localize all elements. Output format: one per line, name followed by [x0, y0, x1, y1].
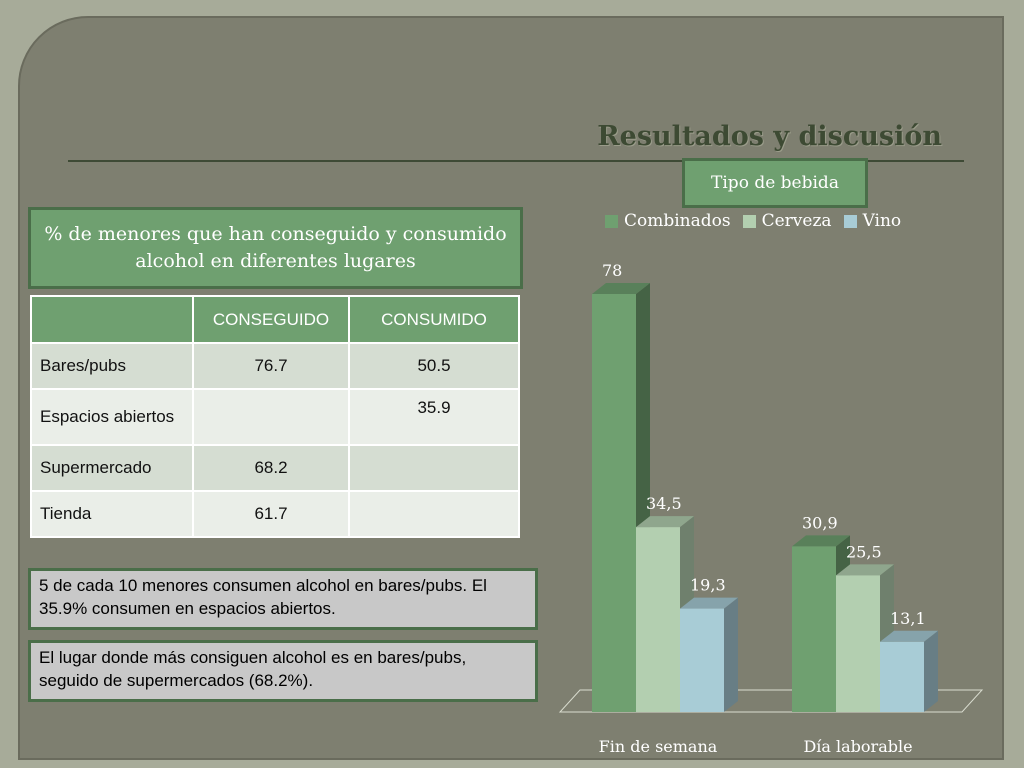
legend-swatch-combinados [605, 214, 618, 228]
legend-item-combinados: Combinados [605, 211, 731, 231]
chart-categories: Fin de semana Día laborable [599, 737, 913, 756]
title-rule [68, 160, 964, 162]
note-consumption: 5 de cada 10 menores consumen alcohol en… [28, 568, 538, 630]
legend-swatch-cerveza [742, 214, 756, 228]
cell-conseguido: 61.7 [192, 490, 350, 538]
cell-conseguido: 76.7 [192, 342, 350, 390]
cell-consumido [348, 444, 520, 492]
cell-place: Supermercado [30, 444, 194, 492]
table-row: Bares/pubs 76.7 50.5 [30, 342, 520, 390]
data-label: 25,5 [846, 542, 882, 561]
header-place [30, 295, 194, 344]
bar-vino-1 [880, 630, 938, 712]
legend-label-vino: Vino [862, 211, 902, 231]
data-label: 13,1 [890, 609, 926, 628]
chart-title: Tipo de bebida [682, 158, 868, 208]
legend-swatch-vino [843, 214, 857, 228]
legend-label-combinados: Combinados [624, 211, 731, 231]
cell-conseguido: 68.2 [192, 444, 350, 492]
note-obtained: El lugar donde más consiguen alcohol es … [28, 640, 538, 702]
legend-item-cerveza: Cerveza [742, 211, 832, 231]
category-label: Fin de semana [599, 737, 718, 756]
cell-place: Bares/pubs [30, 342, 194, 390]
data-label: 34,5 [646, 494, 682, 513]
header-conseguido: CONSEGUIDO [192, 295, 350, 344]
table-row: Tienda 61.7 [30, 490, 520, 538]
legend-label-cerveza: Cerveza [761, 211, 832, 231]
table-header-row: CONSEGUIDO CONSUMIDO [30, 295, 520, 344]
cell-place: Tienda [30, 490, 194, 538]
cell-consumido [348, 490, 520, 538]
data-label: 78 [602, 261, 622, 280]
table-row: Supermercado 68.2 [30, 444, 520, 492]
cell-conseguido [192, 388, 350, 446]
table-row: Espacios abiertos 35.9 [30, 388, 520, 446]
chart-legend: Combinados Cerveza Vino [605, 211, 901, 231]
bar-chart: 78 34,5 19,3 30,9 25,5 13,1 Fin de semana Día … [558, 261, 984, 756]
category-label: Día laborable [803, 737, 912, 756]
table-heading: % de menores que han conseguido y consum… [28, 207, 523, 289]
slide-title: Resultados y discusión [597, 121, 942, 152]
cell-place: Espacios abiertos [30, 388, 194, 446]
legend-item-vino: Vino [843, 211, 902, 231]
data-label: 19,3 [690, 576, 726, 595]
data-label: 30,9 [802, 513, 838, 532]
cell-consumido: 50.5 [348, 342, 520, 390]
places-table: CONSEGUIDO CONSUMIDO Bares/pubs 76.7 50.… [30, 295, 520, 538]
cell-consumido: 35.9 [348, 388, 520, 446]
bar-vino-0 [680, 597, 738, 712]
slide: Resultados y discusión Tipo de bebida Co… [18, 16, 1004, 760]
header-consumido: CONSUMIDO [348, 295, 520, 344]
chart-bars: 78 34,5 19,3 30,9 25,5 13,1 [592, 261, 938, 712]
